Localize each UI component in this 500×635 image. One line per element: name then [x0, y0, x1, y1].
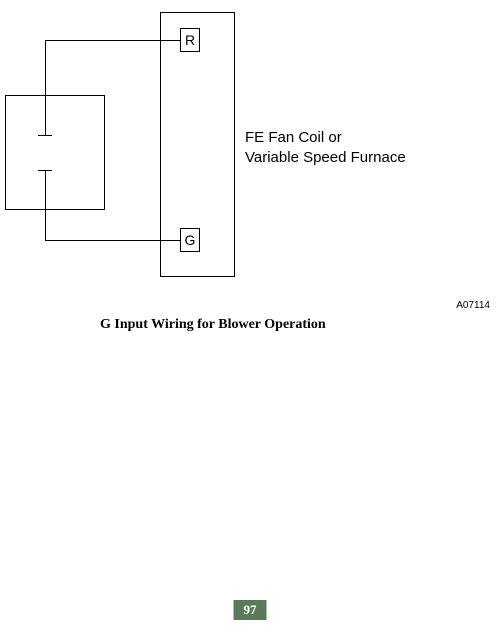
page-number: 97 [234, 600, 267, 620]
terminal-g: G [180, 228, 200, 252]
switch-gap [43, 135, 48, 170]
furnace-label-line1: FE Fan Coil or [245, 128, 406, 148]
figure-caption: G Input Wiring for Blower Operation [100, 317, 326, 333]
reference-code: A07114 [456, 300, 490, 311]
terminal-r: R [180, 28, 200, 52]
controller-box [5, 95, 105, 210]
switch-tick-bottom [38, 170, 52, 171]
terminal-g-label: G [185, 232, 196, 248]
furnace-label-line2: Variable Speed Furnace [245, 148, 406, 168]
wiring-diagram: R G FE Fan Coil or Variable Speed Furnac… [0, 0, 500, 300]
terminal-r-label: R [185, 32, 195, 48]
furnace-label: FE Fan Coil or Variable Speed Furnace [245, 128, 406, 167]
wire-bottom-vertical [45, 170, 46, 240]
wire-bottom-horizontal [45, 240, 180, 241]
wire-top-vertical [45, 40, 46, 135]
switch-tick-top [38, 135, 52, 136]
wire-top-horizontal [45, 40, 180, 41]
